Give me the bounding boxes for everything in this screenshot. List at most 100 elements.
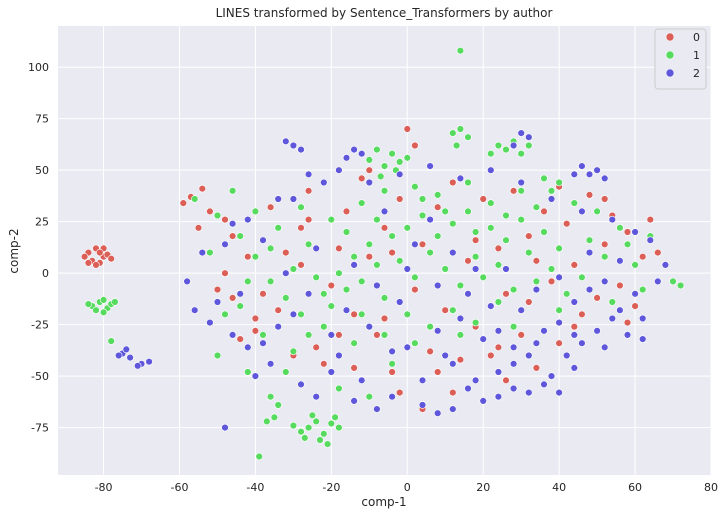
- data-point-series-0: [380, 314, 389, 323]
- data-point-series-1: [365, 156, 373, 164]
- data-point-series-2: [471, 376, 480, 384]
- data-point-series-1: [547, 187, 556, 195]
- data-point-series-2: [509, 360, 518, 368]
- data-point-series-2: [449, 360, 457, 368]
- data-point-series-0: [297, 224, 305, 232]
- data-point-series-1: [312, 273, 320, 281]
- data-point-series-0: [335, 331, 343, 339]
- plot-background: [58, 26, 711, 475]
- data-point-series-1: [396, 257, 404, 265]
- data-point-series-2: [585, 170, 594, 179]
- data-point-series-1: [380, 294, 389, 302]
- data-point-series-2: [418, 376, 427, 384]
- data-point-series-1: [525, 141, 533, 150]
- data-point-series-1: [316, 436, 324, 444]
- data-point-series-2: [396, 170, 404, 179]
- x-tick-label: 60: [628, 481, 642, 494]
- data-point-series-1: [532, 277, 541, 286]
- data-point-series-1: [517, 187, 525, 195]
- data-point-series-0: [638, 253, 647, 261]
- data-point-series-1: [380, 331, 389, 339]
- data-point-series-2: [555, 318, 563, 327]
- data-point-series-1: [358, 310, 366, 318]
- data-point-series-0: [441, 306, 449, 314]
- data-point-series-1: [289, 421, 298, 430]
- data-point-series-0: [221, 269, 229, 277]
- data-point-series-1: [244, 368, 252, 376]
- data-point-series-2: [593, 166, 601, 174]
- data-point-series-2: [525, 388, 533, 397]
- data-point-series-1: [320, 323, 328, 331]
- data-point-series-1: [304, 331, 313, 339]
- data-point-series-2: [540, 327, 548, 335]
- data-point-series-2: [547, 195, 556, 203]
- data-point-series-1: [441, 265, 449, 273]
- data-point-series-1: [600, 253, 609, 261]
- legend-label-1: 1: [693, 49, 700, 62]
- data-point-series-2: [532, 285, 541, 294]
- data-point-series-2: [342, 306, 351, 314]
- data-point-series-1: [471, 228, 480, 236]
- data-point-series-1: [84, 300, 93, 308]
- data-point-series-2: [274, 195, 282, 203]
- data-point-series-0: [221, 215, 229, 224]
- data-point-series-1: [304, 240, 313, 249]
- data-point-series-0: [342, 207, 351, 216]
- data-point-series-0: [570, 323, 578, 331]
- data-point-series-2: [487, 166, 495, 174]
- data-point-series-2: [126, 353, 134, 362]
- data-point-series-0: [449, 178, 457, 187]
- legend: 0 1 2: [654, 28, 707, 90]
- data-point-series-0: [532, 364, 541, 372]
- data-point-series-2: [555, 388, 563, 397]
- data-point-series-0: [96, 248, 104, 257]
- data-point-series-0: [547, 277, 556, 286]
- y-tick-label: -25: [31, 319, 49, 332]
- data-point-series-1: [517, 215, 525, 224]
- data-point-series-0: [80, 253, 89, 261]
- data-point-series-0: [464, 257, 472, 265]
- y-tick-label: 100: [28, 61, 49, 74]
- data-point-series-1: [411, 339, 419, 347]
- data-point-series-1: [289, 347, 298, 356]
- data-point-series-0: [502, 290, 510, 298]
- data-point-series-1: [593, 207, 601, 216]
- data-point-series-0: [411, 285, 419, 294]
- data-point-series-1: [289, 265, 298, 273]
- data-point-series-0: [449, 388, 457, 397]
- data-point-series-0: [259, 290, 267, 298]
- data-point-series-2: [623, 331, 632, 339]
- data-point-series-0: [380, 224, 389, 232]
- data-point-series-1: [487, 150, 495, 158]
- data-point-series-1: [373, 145, 381, 154]
- data-point-series-1: [585, 236, 594, 244]
- data-point-series-2: [509, 384, 518, 393]
- data-point-series-1: [301, 434, 309, 442]
- data-point-series-0: [107, 255, 115, 263]
- data-point-series-1: [335, 423, 343, 432]
- data-point-series-2: [380, 207, 389, 216]
- data-point-series-0: [479, 195, 487, 203]
- data-point-series-2: [373, 281, 381, 290]
- data-point-series-2: [213, 298, 222, 306]
- data-point-series-2: [350, 145, 358, 154]
- data-point-series-1: [358, 277, 366, 286]
- data-point-series-1: [452, 141, 461, 150]
- data-point-series-0: [426, 347, 434, 356]
- data-point-series-2: [441, 351, 449, 360]
- data-point-series-0: [297, 261, 305, 269]
- data-point-series-1: [532, 203, 541, 211]
- data-point-series-2: [282, 269, 290, 277]
- data-point-series-1: [335, 269, 343, 277]
- data-point-series-1: [669, 277, 677, 286]
- data-point-series-1: [251, 207, 260, 216]
- data-point-series-1: [331, 413, 339, 421]
- data-point-series-1: [297, 203, 305, 211]
- data-point-series-2: [134, 362, 142, 370]
- data-point-series-2: [616, 257, 624, 265]
- data-point-series-2: [221, 240, 229, 249]
- data-point-series-2: [434, 281, 442, 290]
- data-point-series-0: [562, 220, 571, 228]
- data-point-series-1: [449, 306, 457, 314]
- data-point-series-2: [509, 343, 518, 351]
